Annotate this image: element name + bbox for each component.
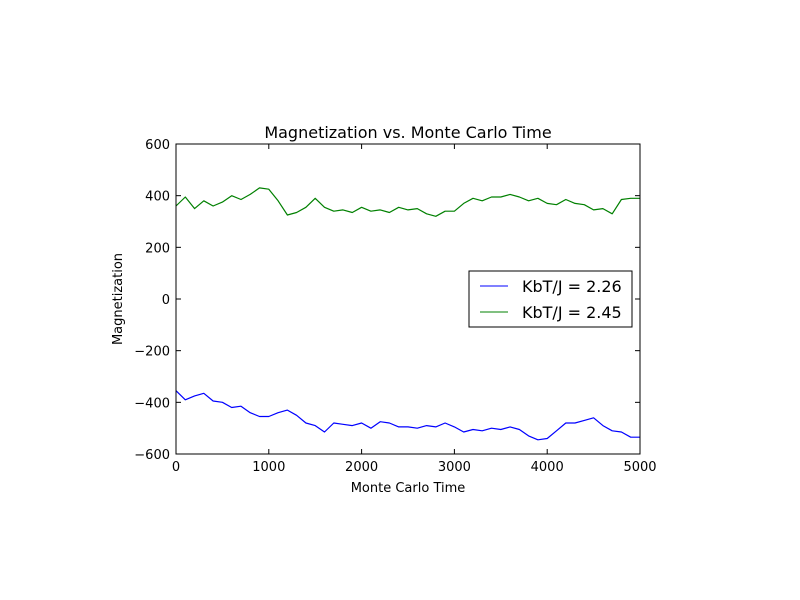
x-tick-label: 1000 [252, 460, 285, 475]
plot-lines [175, 187, 640, 441]
x-tick-label: 5000 [623, 460, 656, 475]
legend-label-series-2: KbT/J = 2.45 [522, 303, 622, 322]
y-tick-label: 600 [145, 138, 170, 153]
x-tick-label: 0 [172, 460, 180, 475]
y-tick-label: −600 [134, 448, 170, 463]
y-tick-label: −200 [134, 345, 170, 360]
series-line-1 [175, 390, 640, 441]
x-axis-label: Monte Carlo Time [351, 481, 466, 496]
y-tick-label: 0 [162, 293, 170, 308]
x-tick-label: 2000 [345, 460, 378, 475]
axis-tick-labels: 0 1000 2000 3000 4000 5000 −600 −400 −200 0 200 400… [134, 138, 656, 475]
y-tick-label: 200 [145, 241, 170, 256]
legend-label-series-1: KbT/J = 2.26 [522, 277, 622, 296]
legend-box [468, 270, 633, 328]
y-tick-label: −400 [134, 396, 170, 411]
series-line-2 [175, 187, 640, 217]
x-tick-label: 4000 [531, 460, 564, 475]
chart-title: Magnetization vs. Monte Carlo Time [264, 123, 551, 142]
x-tick-label: 3000 [438, 460, 471, 475]
y-axis-label: Magnetization [111, 253, 126, 345]
plot-frame [175, 143, 641, 455]
y-tick-label: 400 [145, 190, 170, 205]
legend: KbT/J = 2.26 KbT/J = 2.45 [468, 270, 633, 328]
